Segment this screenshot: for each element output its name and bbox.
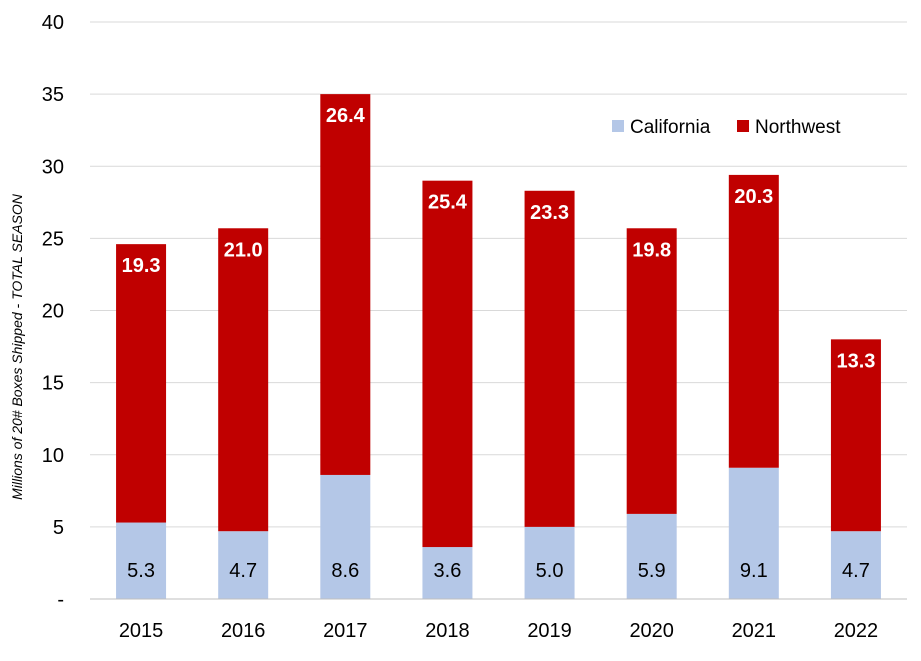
- data-label-northwest: 21.0: [224, 239, 263, 261]
- bar-california: [830, 531, 881, 599]
- legend-label-california: California: [630, 117, 711, 138]
- bar-northwest: [830, 339, 881, 532]
- bar-northwest: [728, 174, 779, 468]
- data-label-california: 4.7: [842, 560, 870, 582]
- legend: California Northwest: [612, 117, 841, 138]
- data-label-california: 3.6: [434, 560, 462, 582]
- x-tick-label: 2022: [834, 620, 879, 642]
- bar-california: [524, 526, 575, 599]
- y-tick-label: 40: [42, 12, 64, 34]
- bar-california: [728, 467, 779, 599]
- y-axis-label: Millions of 20# Boxes Shipped - TOTAL SE…: [9, 193, 25, 500]
- data-label-northwest: 23.3: [530, 202, 569, 224]
- x-tick-label: 2019: [527, 620, 572, 642]
- x-tick-label: 2016: [221, 620, 266, 642]
- data-label-northwest: 20.3: [734, 186, 773, 208]
- data-label-california: 9.1: [740, 560, 768, 582]
- bar-california: [422, 547, 473, 599]
- bar-northwest: [320, 94, 371, 475]
- gridlines: [90, 21, 907, 528]
- y-tick-label: 35: [42, 84, 64, 106]
- legend-swatch-northwest: [737, 120, 749, 132]
- bar-northwest: [524, 190, 575, 527]
- y-tick-label: 5: [53, 517, 64, 539]
- x-tick-label: 2017: [323, 620, 368, 642]
- bar-northwest: [422, 180, 473, 548]
- bar-california: [626, 513, 677, 599]
- bar-california: [320, 474, 371, 599]
- data-label-northwest: 13.3: [836, 350, 875, 372]
- x-tick-label: 2015: [119, 620, 164, 642]
- data-label-california: 5.9: [638, 560, 666, 582]
- y-tick-label: 15: [42, 373, 64, 395]
- data-label-california: 5.3: [127, 560, 155, 582]
- y-tick-label: 20: [42, 301, 64, 323]
- legend-swatch-california: [612, 120, 624, 132]
- x-tick-label: 2020: [629, 620, 674, 642]
- y-tick-label: 25: [42, 228, 64, 250]
- bar-northwest: [116, 244, 167, 523]
- data-label-northwest: 25.4: [428, 192, 468, 214]
- data-label-northwest: 19.8: [632, 239, 671, 261]
- y-axis-ticks: - 5 10 15 20 25 30 35 40: [42, 12, 64, 611]
- bar-california: [218, 531, 269, 599]
- data-label-northwest: 26.4: [326, 105, 366, 127]
- data-label-northwest: 19.3: [122, 255, 161, 277]
- bar-northwest: [626, 228, 677, 514]
- data-label-california: 4.7: [229, 560, 257, 582]
- data-labels: 5.3 19.3 4.7 21.0 8.6 26.4 3.6 25.4 5.0 23.3 5.9 19…: [122, 105, 876, 582]
- legend-label-northwest: Northwest: [755, 117, 841, 138]
- data-label-california: 5.0: [536, 560, 564, 582]
- bars: [116, 94, 881, 599]
- y-tick-label: -: [57, 589, 64, 611]
- x-tick-label: 2018: [425, 620, 470, 642]
- x-tick-label: 2021: [732, 620, 777, 642]
- x-axis-ticks: 2015 2016 2017 2018 2019 2020 2021 2022: [119, 620, 878, 642]
- data-label-california: 8.6: [331, 560, 359, 582]
- y-tick-label: 10: [42, 445, 64, 467]
- bar-california: [116, 522, 167, 599]
- bar-northwest: [218, 228, 269, 532]
- y-tick-label: 30: [42, 156, 64, 178]
